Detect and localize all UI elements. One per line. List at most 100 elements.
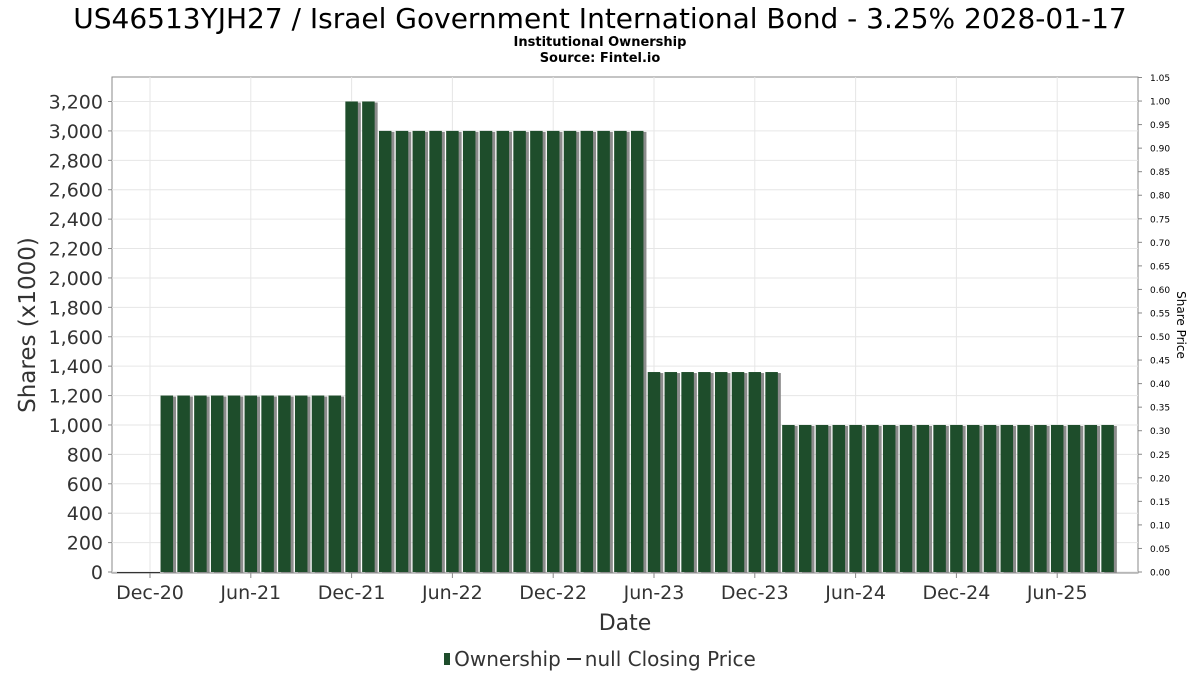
chart-subtitle: Institutional Ownership bbox=[513, 35, 687, 50]
y-tick-label: 600 bbox=[67, 474, 103, 496]
bars-group bbox=[117, 101, 1117, 573]
legend: Ownership null Closing Price bbox=[0, 647, 1200, 671]
y2-tick-label: 0.15 bbox=[1150, 498, 1170, 508]
bar bbox=[899, 424, 913, 572]
bar bbox=[950, 424, 963, 572]
bar bbox=[765, 372, 778, 572]
y-tick-label: 2,200 bbox=[49, 239, 103, 261]
bar bbox=[882, 424, 896, 572]
bar bbox=[714, 372, 728, 572]
y2-tick-label: 0.80 bbox=[1150, 192, 1170, 202]
y-tick-label: 3,000 bbox=[49, 121, 103, 143]
y2-tick-label: 1.00 bbox=[1150, 98, 1170, 108]
y2-tick-label: 0.35 bbox=[1150, 404, 1170, 414]
bar bbox=[1050, 424, 1064, 572]
bar bbox=[311, 395, 325, 572]
y2-tick-label: 0.20 bbox=[1150, 474, 1170, 484]
bar bbox=[546, 130, 560, 572]
bar bbox=[614, 130, 627, 572]
x-tick-label: Dec-24 bbox=[922, 582, 990, 604]
x-tick-label: Dec-23 bbox=[721, 582, 789, 604]
y2-tick-label: 0.50 bbox=[1150, 333, 1170, 343]
bar bbox=[345, 101, 358, 572]
bar bbox=[1067, 424, 1081, 572]
y2-tick-label: 0.60 bbox=[1150, 286, 1170, 296]
bar bbox=[630, 130, 644, 572]
bar bbox=[983, 424, 997, 572]
y2-tick-label: 0.90 bbox=[1150, 145, 1170, 155]
bar bbox=[446, 130, 459, 572]
bar bbox=[748, 372, 762, 572]
x-axis-label: Date bbox=[599, 611, 652, 636]
bar bbox=[933, 424, 946, 572]
bar bbox=[395, 130, 409, 572]
y2-tick-label: 0.10 bbox=[1150, 521, 1170, 531]
closing-price-legend-line bbox=[566, 658, 581, 660]
bar bbox=[664, 372, 678, 572]
legend-item-ownership: Ownership bbox=[454, 647, 561, 671]
bar bbox=[1017, 424, 1030, 572]
bar bbox=[513, 130, 526, 572]
y2-tick-label: 0.95 bbox=[1150, 121, 1170, 131]
bar bbox=[177, 395, 190, 572]
y2-axis-label: Share Price bbox=[1174, 291, 1188, 359]
bar bbox=[916, 424, 930, 572]
y2-tick-label: 0.00 bbox=[1150, 569, 1170, 579]
y-tick-label: 2,800 bbox=[49, 150, 103, 172]
y2-tick-label: 0.75 bbox=[1150, 215, 1170, 225]
bar bbox=[1084, 424, 1098, 572]
bar bbox=[580, 130, 594, 572]
y2-tick-label: 1.05 bbox=[1150, 74, 1170, 84]
bar bbox=[194, 395, 207, 572]
bar bbox=[462, 130, 476, 572]
bar bbox=[328, 395, 342, 572]
x-tick-label: Dec-20 bbox=[116, 582, 184, 604]
x-tick-label: Jun-21 bbox=[219, 582, 281, 604]
bar bbox=[160, 395, 174, 572]
y2-tick-label: 0.70 bbox=[1150, 239, 1170, 249]
bar bbox=[1101, 424, 1114, 572]
bar bbox=[815, 424, 829, 572]
bar bbox=[227, 395, 241, 572]
y-tick-label: 400 bbox=[67, 503, 103, 525]
y2-tick-label: 0.45 bbox=[1150, 357, 1170, 367]
bar bbox=[530, 130, 543, 572]
x-tick-label: Jun-23 bbox=[623, 582, 685, 604]
bar bbox=[647, 372, 661, 572]
bar bbox=[832, 424, 846, 572]
bar bbox=[597, 130, 610, 572]
y-tick-label: 2,400 bbox=[49, 209, 103, 231]
y-tick-label: 0 bbox=[91, 562, 103, 584]
y-tick-label: 1,400 bbox=[49, 356, 103, 378]
bar bbox=[681, 372, 694, 572]
y-tick-label: 1,600 bbox=[49, 327, 103, 349]
bar bbox=[966, 424, 980, 572]
bar bbox=[362, 101, 375, 572]
bar bbox=[698, 372, 711, 572]
x-tick-label: Dec-21 bbox=[318, 582, 386, 604]
y-tick-label: 1,200 bbox=[49, 386, 103, 408]
chart-title: US46513YJH27 / Israel Government Interna… bbox=[73, 2, 1127, 35]
bar bbox=[1034, 424, 1047, 572]
x-axis: Dec-20 Jun-21 Dec-21 Jun-22 Dec-22 Jun-23 Dec-… bbox=[116, 573, 1088, 604]
y-axis-label: Shares (x1000) bbox=[15, 237, 41, 413]
bar bbox=[261, 395, 274, 572]
y2-tick-label: 0.55 bbox=[1150, 309, 1170, 319]
bar bbox=[278, 395, 291, 572]
y2-tick-label: 0.85 bbox=[1150, 168, 1170, 178]
y-tick-label: 1,000 bbox=[49, 415, 103, 437]
y2-tick-label: 0.30 bbox=[1150, 427, 1170, 437]
bar bbox=[244, 395, 258, 572]
x-tick-label: Jun-25 bbox=[1026, 582, 1088, 604]
bar bbox=[378, 130, 392, 572]
bar bbox=[866, 424, 879, 572]
ownership-legend-swatch bbox=[444, 653, 451, 665]
bar bbox=[294, 395, 308, 572]
x-tick-label: Jun-22 bbox=[421, 582, 483, 604]
bar bbox=[210, 395, 224, 572]
bar bbox=[849, 424, 862, 572]
y-tick-label: 3,200 bbox=[49, 92, 103, 114]
bar bbox=[731, 372, 745, 572]
legend-item-closing-price: null Closing Price bbox=[584, 647, 756, 671]
y-tick-label: 2,000 bbox=[49, 268, 103, 290]
